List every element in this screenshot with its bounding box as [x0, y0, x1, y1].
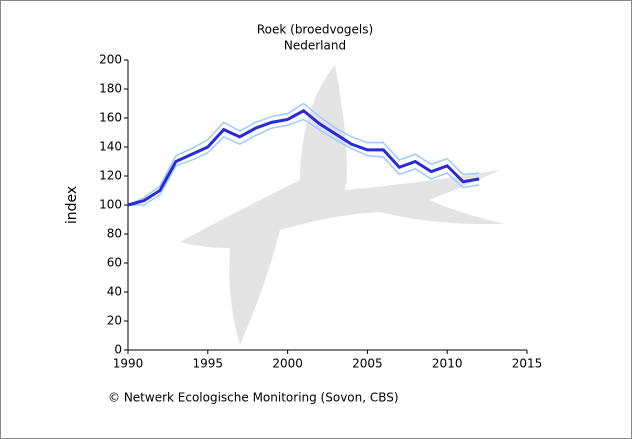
y-tick-label: 140 [99, 140, 122, 154]
y-tick-label: 20 [107, 314, 122, 328]
chart-title: Roek (broedvogels) [257, 23, 373, 37]
y-tick-label: 0 [114, 343, 122, 357]
y-tick-label: 80 [107, 227, 122, 241]
y-axis-label: index [64, 186, 80, 224]
y-tick-label: 60 [107, 256, 122, 270]
y-tick-label: 180 [99, 82, 122, 96]
y-tick-label: 40 [107, 285, 122, 299]
footer: © Netwerk Ecologische Monitoring (Sovon,… [108, 391, 399, 405]
y-tick-label: 100 [99, 198, 122, 212]
y-tick-label: 160 [99, 111, 122, 125]
x-tick-label: 2010 [432, 357, 463, 371]
x-tick-label: 2005 [352, 357, 383, 371]
x-tick-label: 1995 [193, 357, 224, 371]
x-tick-label: 2000 [272, 357, 303, 371]
x-tick-label: 2015 [512, 357, 543, 371]
chart-subtitle: Nederland [284, 39, 346, 53]
chart: Roek (broedvogels) Nederland index © Net… [0, 0, 632, 439]
y-tick-label: 120 [99, 169, 122, 183]
x-tick-label: 1990 [113, 357, 144, 371]
y-tick-label: 200 [99, 53, 122, 67]
